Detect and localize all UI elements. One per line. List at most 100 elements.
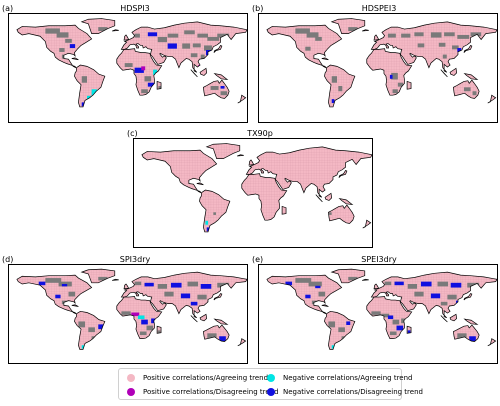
cell-cluster-d-0 <box>45 278 62 283</box>
panel-e-title: SPEI3dry <box>361 255 397 264</box>
cell-cluster-d-5 <box>55 294 61 299</box>
panel-a-title: HDSPI3 <box>120 4 150 13</box>
cell-cluster-a-15 <box>197 33 208 38</box>
cell-cluster-a-30 <box>141 89 148 94</box>
coastline-b-14 <box>488 95 496 103</box>
cell-cluster-a-27 <box>141 66 146 71</box>
base-cells-a <box>16 18 247 107</box>
cell-cluster-e-25 <box>381 313 390 318</box>
coastline-e-1 <box>324 311 354 349</box>
cell-cluster-a-21 <box>204 45 212 51</box>
cell-cluster-e-9 <box>346 321 351 325</box>
neg-agree-swatch-icon <box>267 374 275 382</box>
cell-cluster-a-1 <box>56 32 69 38</box>
cell-cluster-a-29 <box>147 82 155 87</box>
cell-cluster-b-8 <box>401 33 411 38</box>
cell-cluster-b-2 <box>315 36 322 41</box>
panel-a-map-graphic <box>9 14 247 122</box>
cell-cluster-d-1 <box>38 281 46 286</box>
cell-cluster-d-16 <box>187 281 199 287</box>
coastline-d-10 <box>191 315 198 322</box>
legend-label-pos-disagree: Positive correlations/Disagreeing trend <box>143 388 279 396</box>
cell-cluster-e-31 <box>407 330 411 334</box>
cell-cluster-e-21 <box>447 294 457 300</box>
cell-cluster-d-20 <box>180 293 191 299</box>
coastline-a-10 <box>191 70 198 77</box>
cell-cluster-d-24 <box>121 311 131 315</box>
coastline-a-1 <box>74 65 104 107</box>
panel-b-title: HDSPEI3 <box>361 4 397 13</box>
coastline-a-2 <box>121 22 247 72</box>
cell-cluster-d-14 <box>157 284 168 289</box>
coastline-a-7 <box>124 35 129 40</box>
land-cells-c <box>141 143 372 232</box>
cell-cluster-b-25 <box>457 63 460 68</box>
coastline-e-8 <box>464 294 472 301</box>
panel-b-map <box>258 13 498 123</box>
cell-cluster-d-33 <box>207 333 217 339</box>
cell-cluster-e-19 <box>414 291 424 297</box>
legend-item-neg-disagree: Negative correlations/Disagreeing trend <box>267 388 423 396</box>
cell-cluster-b-9 <box>414 32 424 37</box>
coastline-c-4 <box>328 205 354 223</box>
cell-cluster-d-29 <box>146 325 154 331</box>
cell-cluster-a-7 <box>91 89 97 96</box>
cell-cluster-d-3 <box>61 284 68 287</box>
panel-d-map <box>8 264 248 364</box>
cell-cluster-a-20 <box>192 43 201 48</box>
cell-cluster-e-24 <box>371 311 381 315</box>
cell-cluster-c-2 <box>213 212 216 215</box>
cell-cluster-e-23 <box>440 301 448 306</box>
cell-cluster-a-28 <box>144 76 152 82</box>
coastline-d-7 <box>124 284 129 289</box>
base-cells-b <box>266 18 497 107</box>
cell-cluster-a-19 <box>182 43 191 49</box>
cell-cluster-a-35 <box>220 86 225 89</box>
cell-cluster-d-13 <box>144 282 154 287</box>
cell-cluster-d-35 <box>98 276 108 281</box>
coastline-a-8 <box>214 45 222 52</box>
coastline-a-5 <box>82 19 115 34</box>
cell-cluster-a-5 <box>61 54 69 59</box>
coastline-c-0 <box>142 150 217 193</box>
cell-cluster-d-8 <box>88 327 95 333</box>
coastline-a-3 <box>117 49 162 95</box>
cell-cluster-b-21 <box>397 82 404 87</box>
cell-cluster-b-10 <box>430 32 442 38</box>
cell-cluster-d-28 <box>141 319 148 325</box>
land-cells-a <box>16 18 247 107</box>
coastline-b-4 <box>453 80 479 98</box>
coastline-c-11 <box>325 193 332 200</box>
cell-cluster-d-9 <box>98 324 104 330</box>
cell-cluster-e-15 <box>420 281 432 287</box>
coastline-d-6 <box>157 326 161 333</box>
cell-cluster-d-4 <box>68 291 76 297</box>
land-cells-e <box>266 269 497 350</box>
coastline-a-14 <box>238 95 246 103</box>
cell-cluster-e-20 <box>430 293 441 299</box>
coastline-c-2 <box>246 147 372 197</box>
cell-cluster-a-24 <box>190 53 198 58</box>
panel-e-map-graphic <box>259 265 497 363</box>
coastline-d-3 <box>117 296 162 338</box>
cell-cluster-e-26 <box>387 315 394 320</box>
cell-cluster-a-33 <box>210 86 219 90</box>
cell-cluster-e-34 <box>348 276 358 281</box>
cell-cluster-d-23 <box>190 301 198 306</box>
legend: Positive correlations/Agreeing trend Pos… <box>118 368 423 400</box>
cell-cluster-e-29 <box>389 331 397 336</box>
cell-cluster-a-0 <box>45 28 60 34</box>
cell-cluster-d-27 <box>137 315 145 320</box>
neg-disagree-swatch-icon <box>267 388 275 396</box>
legend-item-pos-disagree: Positive correlations/Disagreeing trend <box>127 388 279 396</box>
coastline-c-5 <box>207 144 240 159</box>
coastline-b-10 <box>441 70 448 77</box>
coastline-b-13 <box>322 58 329 60</box>
cell-cluster-e-12 <box>384 281 392 286</box>
cell-cluster-b-4 <box>331 76 338 83</box>
coastline-d-0 <box>17 275 92 314</box>
cell-cluster-c-4 <box>213 230 216 232</box>
pos-disagree-swatch-icon <box>127 388 135 396</box>
cell-cluster-e-27 <box>392 319 400 325</box>
cell-cluster-b-6 <box>331 99 335 104</box>
